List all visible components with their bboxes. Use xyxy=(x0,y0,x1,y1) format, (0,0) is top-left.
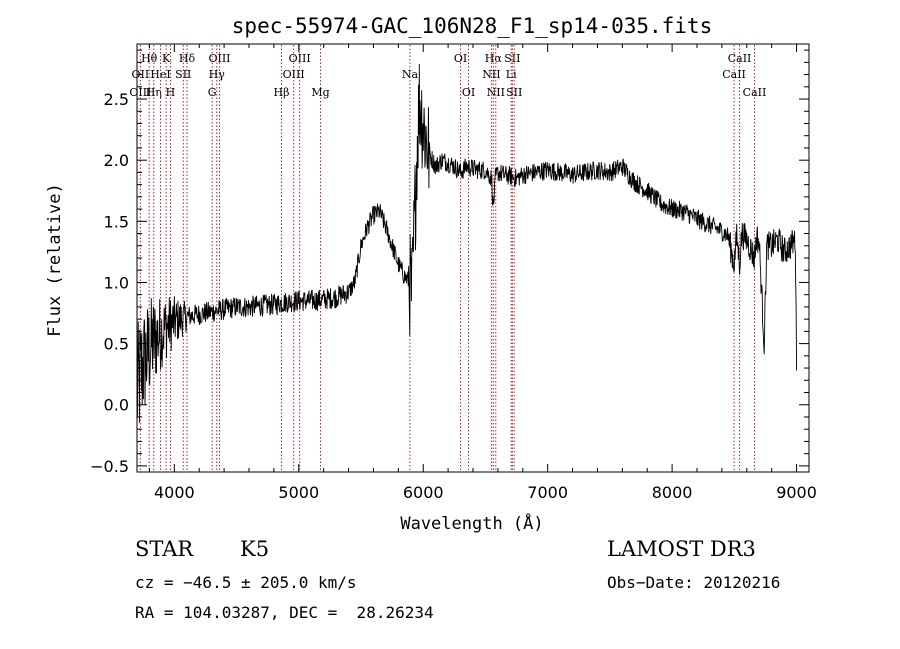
marker-label: SII xyxy=(506,86,522,99)
x-tick-label: 9000 xyxy=(776,483,817,502)
marker-label: Hθ xyxy=(141,52,158,65)
marker-label: G xyxy=(208,86,217,99)
y-tick-label: 0.5 xyxy=(104,335,129,354)
marker-label: HeI xyxy=(150,68,170,81)
x-tick-label: 4000 xyxy=(154,483,195,502)
marker-label: CaII xyxy=(728,52,752,65)
marker-label: NII xyxy=(487,86,505,99)
marker-label: CaII xyxy=(743,86,767,99)
marker-label: Hα xyxy=(485,52,503,65)
marker-label: OIII xyxy=(289,52,311,65)
plot-frame xyxy=(136,43,810,473)
marker-label: Li xyxy=(506,68,517,81)
y-tick-label: 2.0 xyxy=(104,151,129,170)
marker-label: OIII xyxy=(129,86,151,99)
marker-label: Hη xyxy=(146,86,162,99)
observation-date: Obs−Date: 20120216 xyxy=(607,573,781,592)
redshift-velocity: cz = −46.5 ± 205.0 km/s xyxy=(135,573,357,592)
marker-label: Na xyxy=(402,68,419,81)
x-axis-ticks: 4000 5000 6000 7000 8000 9000 xyxy=(148,44,817,502)
marker-label: OIII xyxy=(283,68,305,81)
survey-name: LAMOST DR3 xyxy=(607,537,756,561)
y-tick-label: 1.0 xyxy=(104,273,129,292)
marker-label: K xyxy=(162,52,171,65)
marker-label: Mg xyxy=(311,86,329,99)
x-tick-label: 6000 xyxy=(403,483,444,502)
marker-label: H xyxy=(166,86,176,99)
marker-label: SII xyxy=(504,52,520,65)
marker-label: CaII xyxy=(722,68,746,81)
chart-title: spec-55974-GAC_106N28_F1_sp14-035.fits xyxy=(232,14,712,38)
ra-dec-coordinates: RA = 104.03287, DEC = 28.26234 xyxy=(135,603,434,622)
x-tick-label: 8000 xyxy=(652,483,693,502)
marker-label: OIII xyxy=(208,52,230,65)
marker-label: NII xyxy=(482,68,500,81)
object-class: STAR xyxy=(135,537,194,561)
y-tick-label: 0.0 xyxy=(104,396,129,415)
y-axis-label: Flux (relative) xyxy=(45,183,65,337)
object-subclass: K5 xyxy=(240,537,270,561)
marker-label: Hβ xyxy=(274,86,290,99)
line-markers: HθOIIOIIIHηHeIKHSIIHδGOIIIHγHβOIIIOIIIMg… xyxy=(129,45,766,472)
y-tick-label: 2.5 xyxy=(104,90,129,109)
y-axis-ticks: −0.5 0.0 0.5 1.0 1.5 2.0 2.5 xyxy=(90,49,809,476)
y-tick-label: 1.5 xyxy=(104,212,129,231)
x-axis-label: Wavelength (Å) xyxy=(400,512,543,534)
marker-label: OI xyxy=(454,52,467,65)
marker-label: SII xyxy=(175,68,191,81)
spectrum-chart: spec-55974-GAC_106N28_F1_sp14-035.fits H… xyxy=(45,14,817,534)
spectrum-series xyxy=(136,63,798,423)
y-tick-label: −0.5 xyxy=(90,457,129,476)
x-tick-label: 7000 xyxy=(527,483,568,502)
marker-label: Hδ xyxy=(179,52,196,65)
spectrum-line xyxy=(136,63,798,423)
x-tick-label: 5000 xyxy=(278,483,319,502)
marker-label: OI xyxy=(462,86,475,99)
marker-label: Hγ xyxy=(209,68,226,81)
